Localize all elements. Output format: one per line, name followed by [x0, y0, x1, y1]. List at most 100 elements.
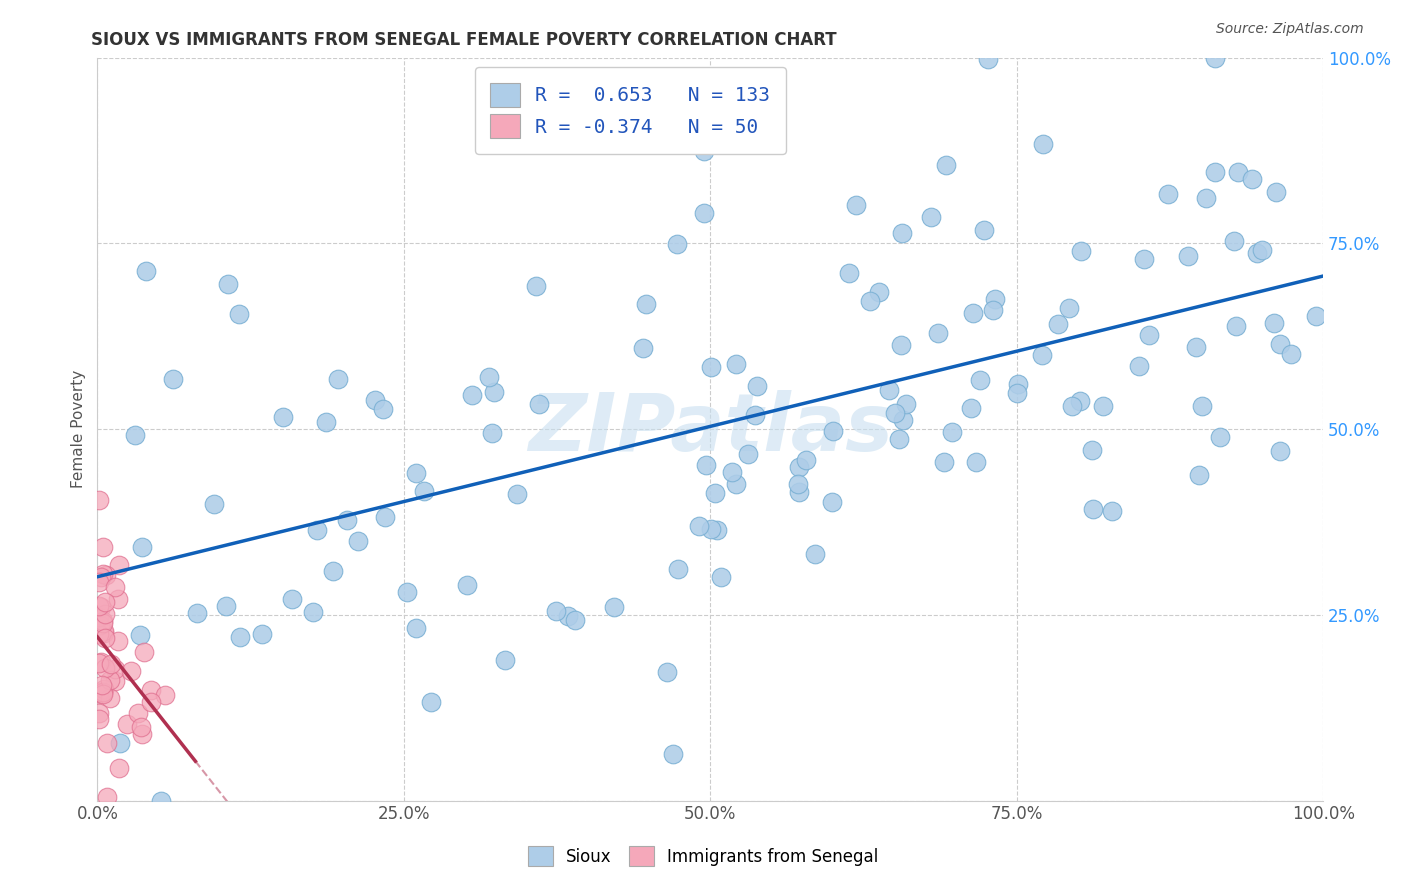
- Point: [478, 369, 501, 384]
- Point: [315, 416, 337, 430]
- Point: [456, 578, 478, 592]
- Point: [965, 455, 987, 469]
- Point: [1191, 399, 1213, 413]
- Point: [666, 562, 689, 576]
- Point: [703, 486, 725, 500]
- Point: [87, 599, 110, 614]
- Point: [94, 567, 117, 582]
- Point: [96, 736, 118, 750]
- Point: [564, 613, 586, 627]
- Point: [1279, 346, 1302, 360]
- Point: [891, 226, 914, 240]
- Point: [405, 466, 427, 480]
- Point: [1305, 309, 1327, 323]
- Point: [104, 673, 127, 688]
- Point: [1005, 385, 1028, 400]
- Text: ZIPatlas: ZIPatlas: [527, 390, 893, 468]
- Point: [1265, 186, 1288, 200]
- Point: [977, 52, 1000, 66]
- Point: [108, 736, 131, 750]
- Point: [336, 513, 359, 527]
- Point: [737, 447, 759, 461]
- Point: [983, 303, 1005, 318]
- Point: [984, 293, 1007, 307]
- Point: [1031, 348, 1053, 362]
- Point: [706, 523, 728, 537]
- Point: [962, 306, 984, 320]
- Point: [93, 624, 115, 638]
- Point: [838, 267, 860, 281]
- Point: [941, 425, 963, 440]
- Point: [115, 717, 138, 731]
- Point: [1157, 187, 1180, 202]
- Point: [890, 338, 912, 352]
- Point: [91, 541, 114, 555]
- Point: [482, 384, 505, 399]
- Point: [252, 627, 274, 641]
- Point: [93, 607, 115, 622]
- Point: [804, 548, 827, 562]
- Point: [789, 485, 811, 500]
- Point: [1226, 165, 1249, 179]
- Point: [1137, 327, 1160, 342]
- Point: [1223, 234, 1246, 248]
- Point: [215, 599, 238, 613]
- Point: [1195, 191, 1218, 205]
- Point: [1251, 243, 1274, 257]
- Point: [859, 293, 882, 308]
- Point: [744, 408, 766, 422]
- Point: [91, 566, 114, 581]
- Point: [395, 584, 418, 599]
- Point: [724, 477, 747, 491]
- Point: [98, 691, 121, 706]
- Point: [87, 575, 110, 590]
- Point: [693, 144, 716, 158]
- Point: [141, 695, 163, 709]
- Point: [710, 570, 733, 584]
- Point: [688, 519, 710, 533]
- Point: [412, 484, 434, 499]
- Point: [131, 540, 153, 554]
- Point: [1241, 172, 1264, 186]
- Point: [699, 359, 721, 374]
- Point: [129, 721, 152, 735]
- Point: [89, 712, 111, 726]
- Point: [631, 341, 654, 355]
- Point: [868, 285, 890, 299]
- Point: [90, 687, 112, 701]
- Point: [90, 655, 112, 669]
- Point: [1177, 249, 1199, 263]
- Point: [141, 683, 163, 698]
- Point: [131, 727, 153, 741]
- Point: [891, 413, 914, 427]
- Point: [87, 626, 110, 640]
- Point: [1270, 337, 1292, 351]
- Point: [87, 610, 110, 624]
- Point: [135, 264, 157, 278]
- Point: [405, 621, 427, 635]
- Point: [692, 206, 714, 220]
- Point: [326, 372, 349, 386]
- Point: [973, 222, 995, 236]
- Point: [506, 487, 529, 501]
- Point: [1060, 399, 1083, 413]
- Point: [94, 631, 117, 645]
- Point: [787, 476, 810, 491]
- Point: [281, 591, 304, 606]
- Point: [1185, 340, 1208, 354]
- Point: [93, 681, 115, 696]
- Point: [347, 534, 370, 549]
- Point: [91, 687, 114, 701]
- Point: [364, 392, 387, 407]
- Point: [104, 580, 127, 594]
- Point: [823, 424, 845, 438]
- Point: [305, 523, 328, 537]
- Point: [271, 409, 294, 424]
- Point: [91, 614, 114, 628]
- Point: [884, 406, 907, 420]
- Point: [1268, 444, 1291, 458]
- Point: [461, 388, 484, 402]
- Point: [1059, 301, 1081, 315]
- Point: [132, 645, 155, 659]
- Point: [89, 618, 111, 632]
